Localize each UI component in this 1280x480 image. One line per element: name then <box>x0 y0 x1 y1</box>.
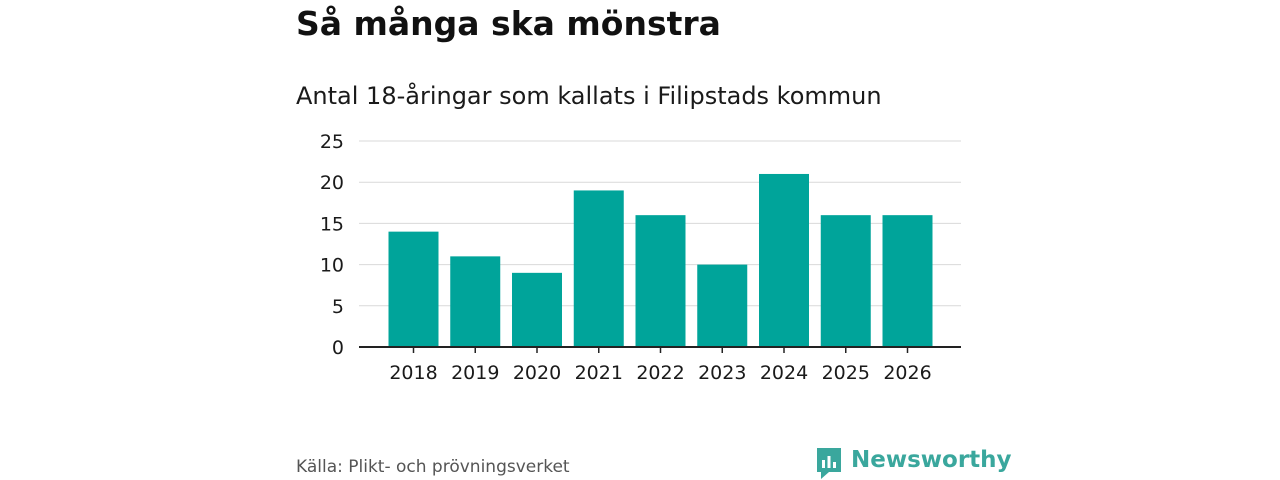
x-tick-label-2025: 2025 <box>822 362 870 384</box>
x-tick-label-2024: 2024 <box>760 362 808 384</box>
x-tick-label-2020: 2020 <box>513 362 561 384</box>
bar-2025 <box>820 215 871 347</box>
chart-subtitle: Antal 18-åringar som kallats i Filipstad… <box>296 82 882 110</box>
bar-2020 <box>512 272 562 347</box>
y-tick-label: 20 <box>320 172 344 194</box>
bar-2024 <box>759 173 809 347</box>
y-tick-label: 5 <box>332 296 344 318</box>
bar-2019 <box>450 256 501 347</box>
bar-2021 <box>573 190 624 347</box>
bar-2026 <box>882 215 933 347</box>
x-tick-label-2018: 2018 <box>389 362 437 384</box>
brand-logo[interactable]: Newsworthy <box>815 446 1012 480</box>
bar-2023 <box>697 264 748 347</box>
x-tick-label-2022: 2022 <box>636 362 684 384</box>
y-axis-ticks: 0 5 10 15 20 25 <box>320 131 344 359</box>
y-tick-label: 15 <box>320 213 344 235</box>
bar-2022 <box>635 215 686 347</box>
x-tick-label-2019: 2019 <box>451 362 499 384</box>
bars <box>388 173 933 347</box>
y-tick-label: 0 <box>332 337 344 359</box>
x-axis-ticks: 2018 2019 2020 2021 2022 2023 2024 2025 2026 <box>389 347 932 384</box>
x-tick-label-2026: 2026 <box>883 362 931 384</box>
y-tick-label: 10 <box>320 255 344 277</box>
bar-chart-logo-icon <box>817 448 841 479</box>
bar-2018 <box>388 231 439 347</box>
chart-title: Så många ska mönstra <box>296 4 721 43</box>
x-tick-label-2023: 2023 <box>698 362 746 384</box>
source-note: Källa: Plikt- och prövningsverket <box>296 457 570 477</box>
y-tick-label: 25 <box>320 131 344 153</box>
x-tick-label-2021: 2021 <box>575 362 623 384</box>
brand-name: Newsworthy <box>851 447 1012 473</box>
